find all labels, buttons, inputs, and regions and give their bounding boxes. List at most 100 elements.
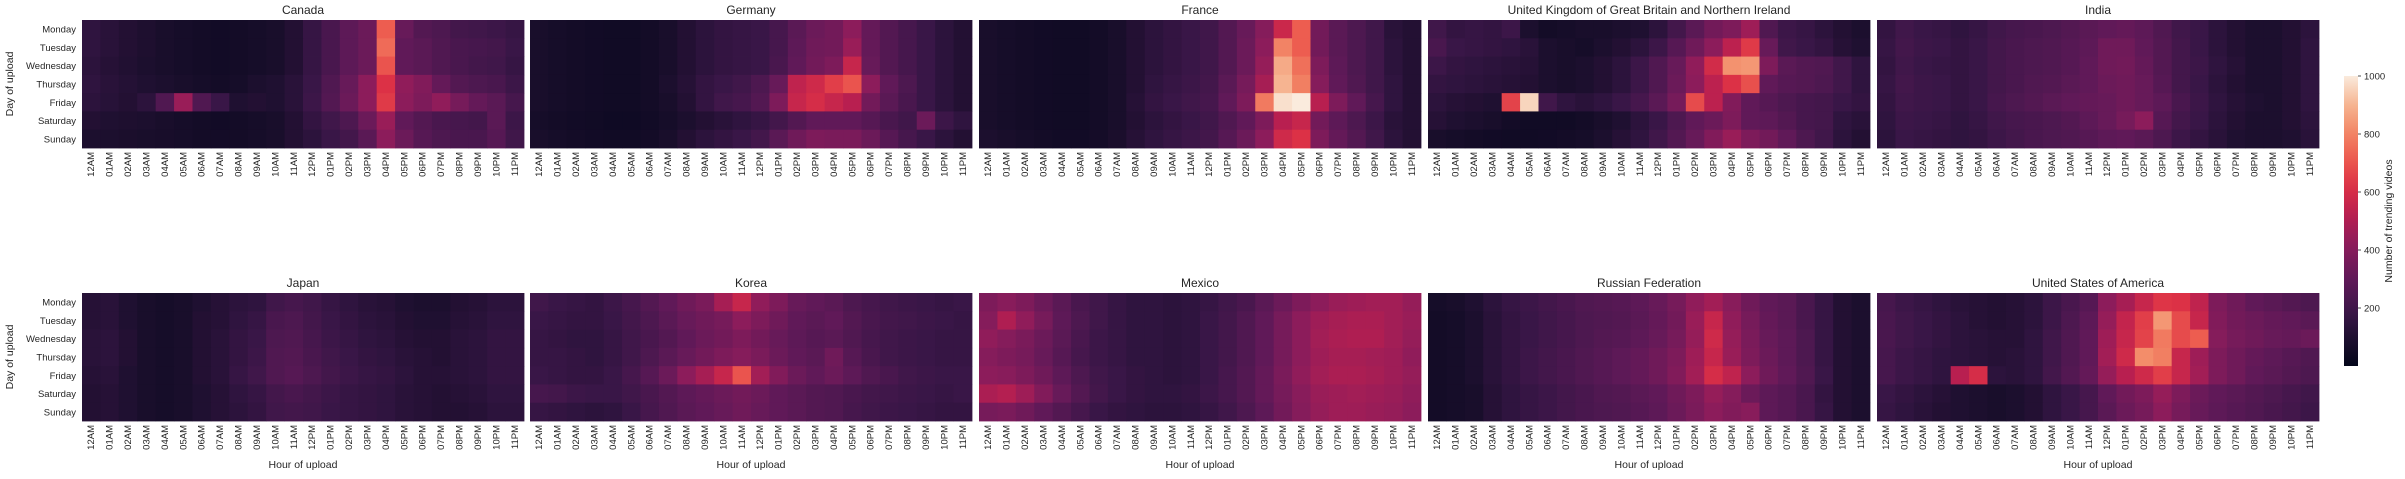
heatmap-cell: [2061, 311, 2080, 330]
heatmap-cell: [1236, 384, 1256, 404]
heatmap-cell: [1556, 384, 1576, 404]
heatmap-cell: [1851, 366, 1871, 385]
x-tick-label: 02PM: [344, 152, 355, 177]
x-axis-label: Hour of upload: [1615, 459, 1684, 471]
heatmap-cell: [1328, 347, 1348, 367]
heatmap-cell: [1015, 329, 1035, 349]
heatmap-cell: [1612, 56, 1631, 76]
heatmap-cell: [505, 111, 525, 131]
heatmap-cell: [210, 293, 230, 312]
x-tick-label: 11PM: [1407, 425, 1418, 449]
heatmap-cell: [861, 129, 881, 149]
heatmap-cell: [137, 329, 157, 349]
heatmap-cell: [100, 293, 120, 312]
heatmap-cell: [137, 384, 157, 404]
heatmap-cell: [1777, 366, 1797, 385]
heatmap-cell: [1255, 293, 1275, 312]
heatmap-cell: [1851, 293, 1871, 312]
heatmap-cell: [1575, 347, 1595, 367]
heatmap-cell: [879, 38, 899, 57]
heatmap-cell: [1969, 329, 1988, 349]
heatmap-cell: [155, 311, 175, 330]
x-tick-label: 05PM: [1745, 425, 1756, 450]
heatmap-cell: [2300, 38, 2320, 57]
heatmap-cell: [450, 129, 470, 149]
heatmap-cell: [339, 384, 359, 404]
heatmap-cell: [1538, 93, 1558, 112]
heatmap-cell: [1851, 347, 1871, 367]
heatmap-cell: [658, 74, 678, 94]
heatmap-cell: [1107, 402, 1127, 422]
heatmap-cell: [1365, 311, 1385, 330]
heatmap-cell: [1384, 129, 1403, 149]
heatmap-cell: [1218, 93, 1238, 112]
heatmap-cell: [505, 74, 525, 94]
heatmap-cell: [566, 129, 586, 149]
heatmap-cell: [1630, 38, 1650, 57]
heatmap-cell: [1428, 347, 1447, 367]
heatmap-cell: [413, 20, 433, 39]
x-tick-label: 03PM: [810, 152, 821, 177]
heatmap-cell: [1089, 74, 1109, 94]
heatmap-cell: [824, 56, 844, 76]
heatmap-cell: [751, 129, 770, 149]
heatmap-cell: [1163, 384, 1182, 404]
heatmap-cell: [1402, 74, 1422, 94]
heatmap-cell: [603, 129, 623, 149]
heatmap-cell: [1630, 93, 1650, 112]
heatmap-cell: [2226, 384, 2246, 404]
heatmap-cell: [751, 20, 770, 39]
heatmap-cell: [155, 129, 175, 149]
x-tick-label: 12PM: [1653, 152, 1664, 177]
x-tick-label: 11PM: [510, 425, 521, 449]
heatmap-cell: [2024, 129, 2044, 149]
heatmap-cell: [1851, 74, 1871, 94]
heatmap-cell: [1126, 38, 1146, 57]
heatmap-cell: [806, 20, 826, 39]
heatmap-cell: [1052, 384, 1072, 404]
y-tick-label: Saturday: [38, 389, 76, 400]
heatmap-cell: [566, 366, 586, 385]
x-tick-label: 07AM: [1112, 425, 1123, 450]
heatmap-cell: [284, 347, 304, 367]
heatmap-cell: [505, 384, 525, 404]
heatmap-cell: [566, 74, 586, 94]
heatmap-cell: [210, 366, 230, 385]
heatmap-cell: [787, 384, 807, 404]
heatmap-cell: [1015, 56, 1035, 76]
heatmap-cell: [1987, 329, 2007, 349]
heatmap-cell: [358, 293, 378, 312]
heatmap-cell: [751, 111, 770, 131]
heatmap-cell: [1538, 329, 1558, 349]
heatmap-cell: [2005, 38, 2025, 57]
x-tick-label: 02PM: [2139, 425, 2150, 450]
heatmap-cell: [2079, 129, 2099, 149]
heatmap-cell: [1483, 56, 1503, 76]
heatmap-cell: [530, 347, 549, 367]
heatmap-cell: [2171, 56, 2191, 76]
heatmap-cell: [284, 111, 304, 131]
heatmap-cell: [843, 402, 862, 422]
heatmap-cell: [1950, 402, 1970, 422]
heatmap-cell: [1218, 366, 1238, 385]
heatmap-cell: [1052, 111, 1072, 131]
heatmap-cell: [979, 347, 998, 367]
heatmap-cell: [229, 366, 249, 385]
heatmap-cell: [2134, 293, 2154, 312]
heatmap-cell: [1071, 293, 1090, 312]
heatmap-cell: [1704, 311, 1724, 330]
heatmap-cell: [1384, 366, 1403, 385]
heatmap-cell: [303, 366, 322, 385]
heatmap-cell: [2245, 93, 2265, 112]
x-tick-label: 10AM: [1167, 152, 1178, 177]
heatmap-cell: [1556, 311, 1576, 330]
heatmap-cell: [1630, 20, 1650, 39]
heatmap-cell: [1630, 74, 1650, 94]
heatmap-cell: [82, 311, 101, 330]
heatmap-cell: [395, 311, 414, 330]
heatmap-cell: [1556, 293, 1576, 312]
heatmap-cell: [137, 20, 157, 39]
heatmap-cell: [997, 329, 1017, 349]
heatmap-cell: [2005, 311, 2025, 330]
